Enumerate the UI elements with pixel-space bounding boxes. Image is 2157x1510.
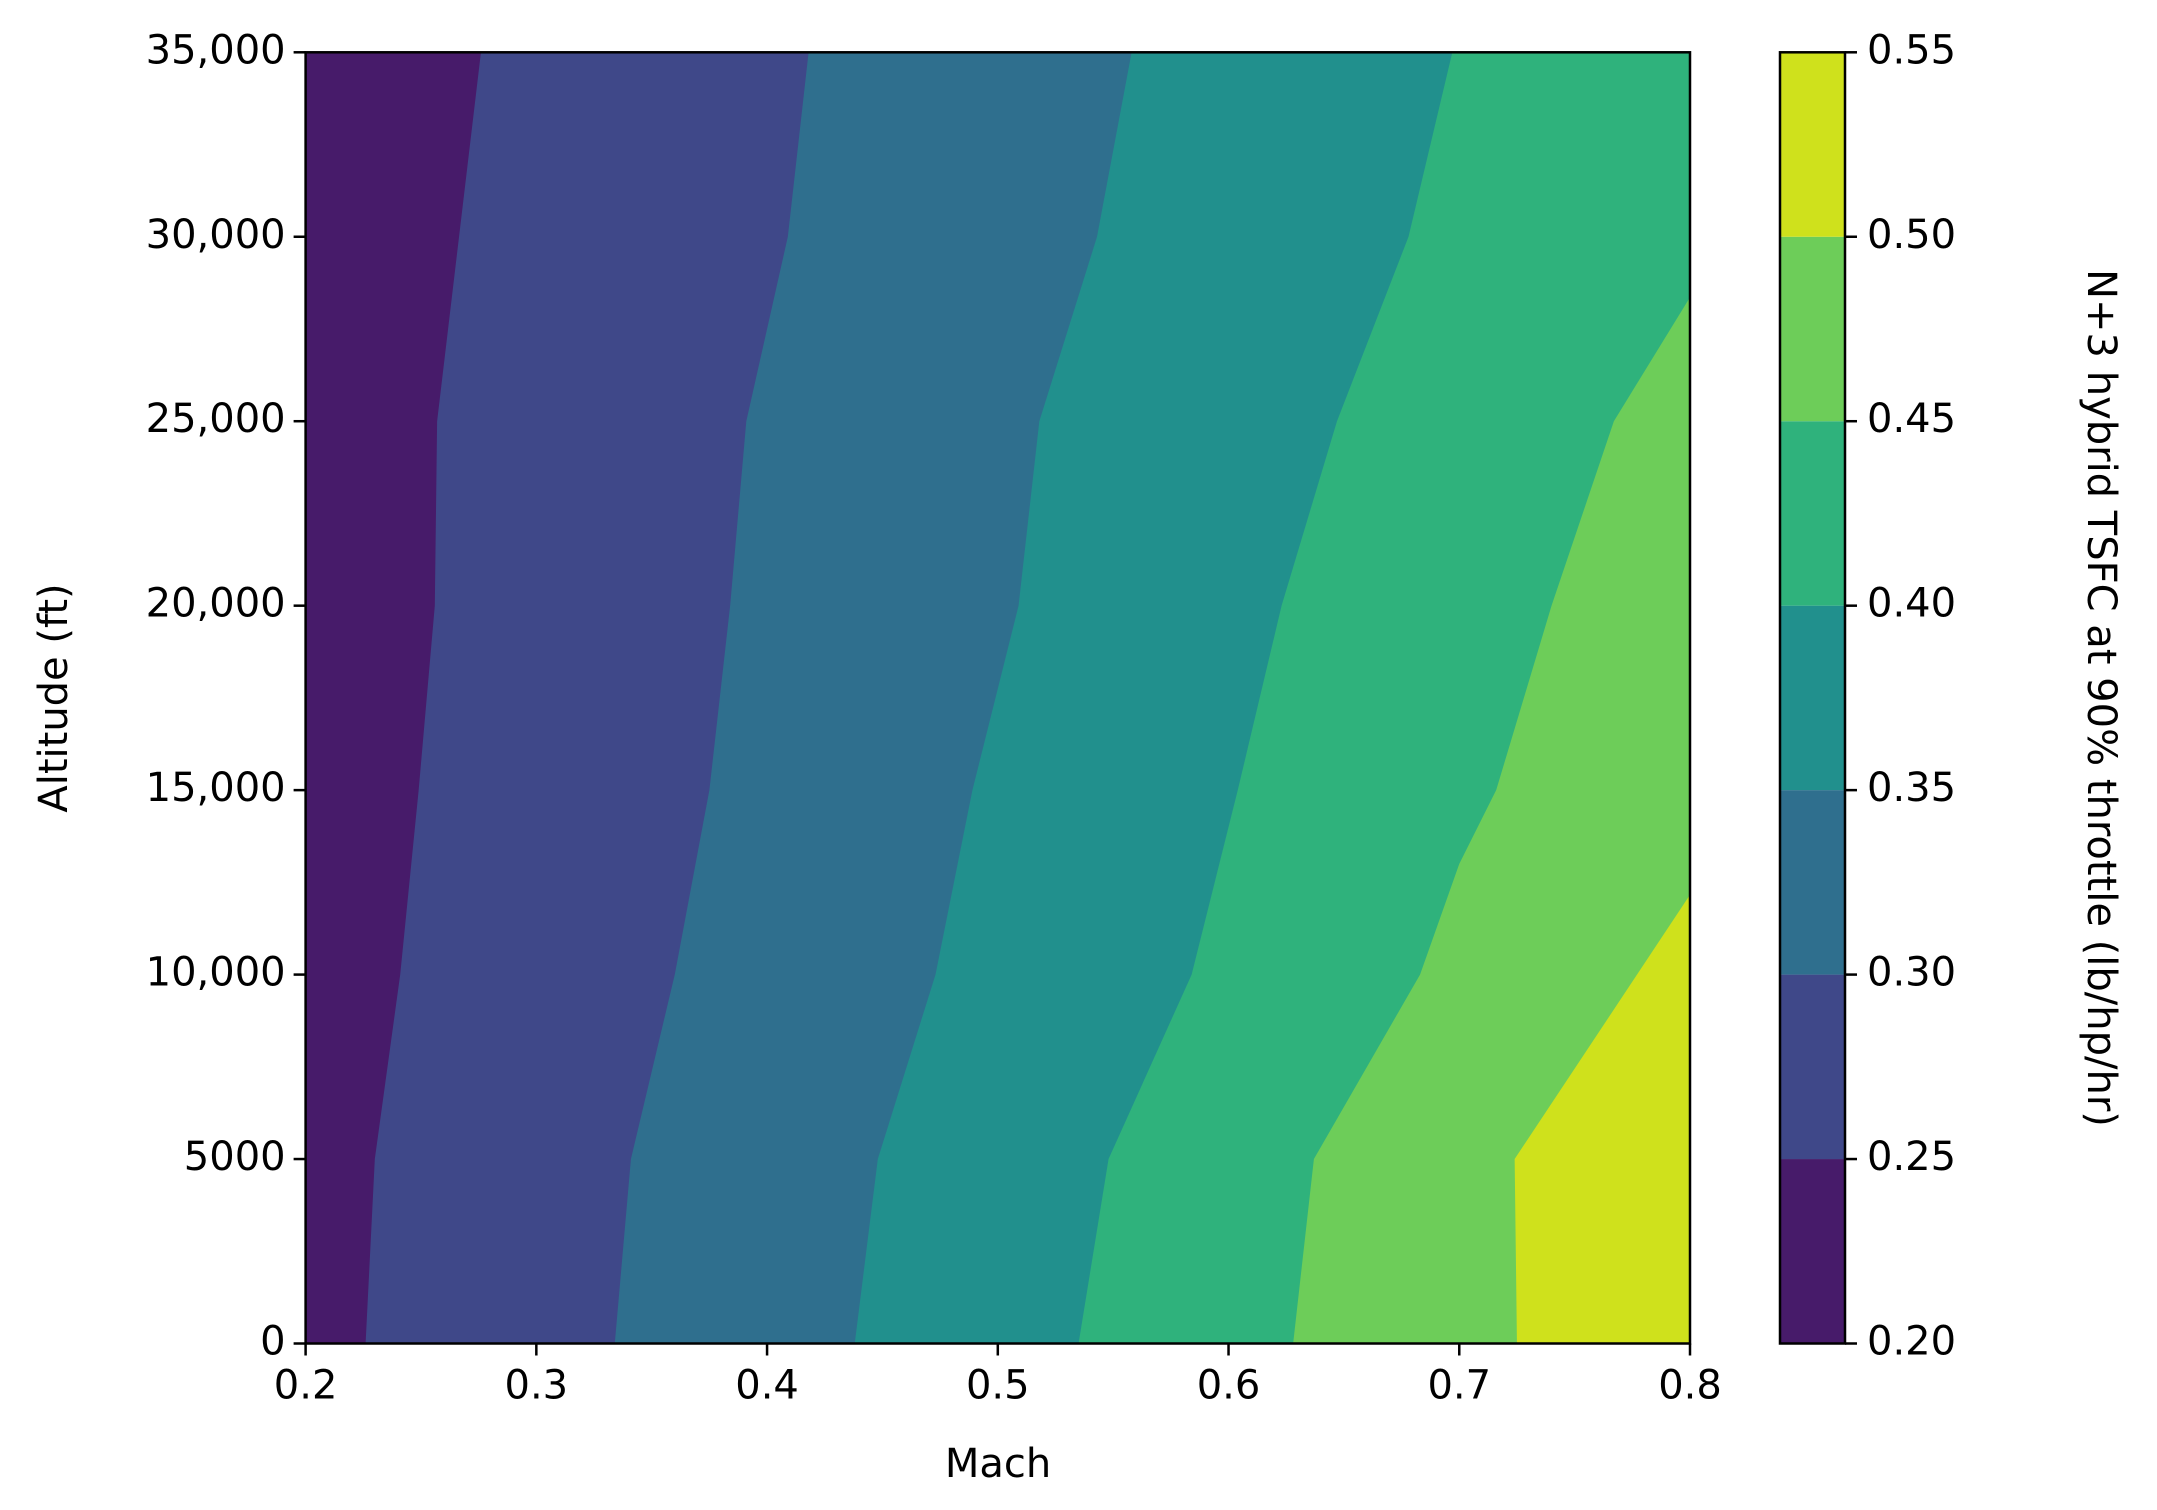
x-tick-label: 0.3 bbox=[505, 1363, 569, 1409]
colorbar-tick-label: 0.30 bbox=[1867, 950, 1956, 996]
colorbar-band bbox=[1780, 605, 1845, 791]
contour-band bbox=[1293, 52, 1690, 1344]
y-tick-label: 30,000 bbox=[146, 212, 286, 258]
y-axis-label: Altitude (ft) bbox=[31, 583, 77, 812]
y-tick-label: 10,000 bbox=[146, 950, 286, 996]
y-tick-label: 0 bbox=[260, 1319, 285, 1365]
colorbar-label: N+3 hybrid TSFC at 90% throttle (lb/hp/h… bbox=[2078, 269, 2124, 1127]
colorbar-band bbox=[1780, 52, 1845, 237]
colorbar-tick-label: 0.55 bbox=[1867, 27, 1956, 73]
colorbar-band bbox=[1780, 236, 1845, 422]
colorbar-band bbox=[1780, 1159, 1845, 1344]
y-tick-label: 35,000 bbox=[146, 27, 286, 73]
colorbar-tick-label: 0.40 bbox=[1867, 581, 1956, 627]
colorbar-tick-label: 0.25 bbox=[1867, 1134, 1956, 1180]
colorbar-tick-label: 0.45 bbox=[1867, 396, 1956, 442]
x-tick-label: 0.4 bbox=[735, 1363, 799, 1409]
y-tick-label: 20,000 bbox=[146, 581, 286, 627]
colorbar-band bbox=[1780, 421, 1845, 606]
colorbar-frame bbox=[1778, 51, 1847, 1345]
x-tick-label: 0.7 bbox=[1427, 1363, 1491, 1409]
colorbar-band bbox=[1780, 790, 1845, 975]
x-tick-label: 0.8 bbox=[1658, 1363, 1722, 1409]
x-axis-label: Mach bbox=[945, 1441, 1051, 1487]
colorbar-tick-label: 0.35 bbox=[1867, 765, 1956, 811]
colorbar-tick-label: 0.20 bbox=[1867, 1319, 1956, 1365]
y-tick-label: 25,000 bbox=[146, 396, 286, 442]
contour-band bbox=[1514, 52, 1690, 1344]
x-tick-label: 0.5 bbox=[966, 1363, 1030, 1409]
y-tick-label: 15,000 bbox=[146, 765, 286, 811]
x-tick-label: 0.6 bbox=[1197, 1363, 1261, 1409]
colorbar-band bbox=[1780, 974, 1845, 1160]
x-tick-label: 0.2 bbox=[274, 1363, 338, 1409]
colorbar-tick-label: 0.50 bbox=[1867, 212, 1956, 258]
y-tick-label: 5000 bbox=[184, 1134, 286, 1180]
